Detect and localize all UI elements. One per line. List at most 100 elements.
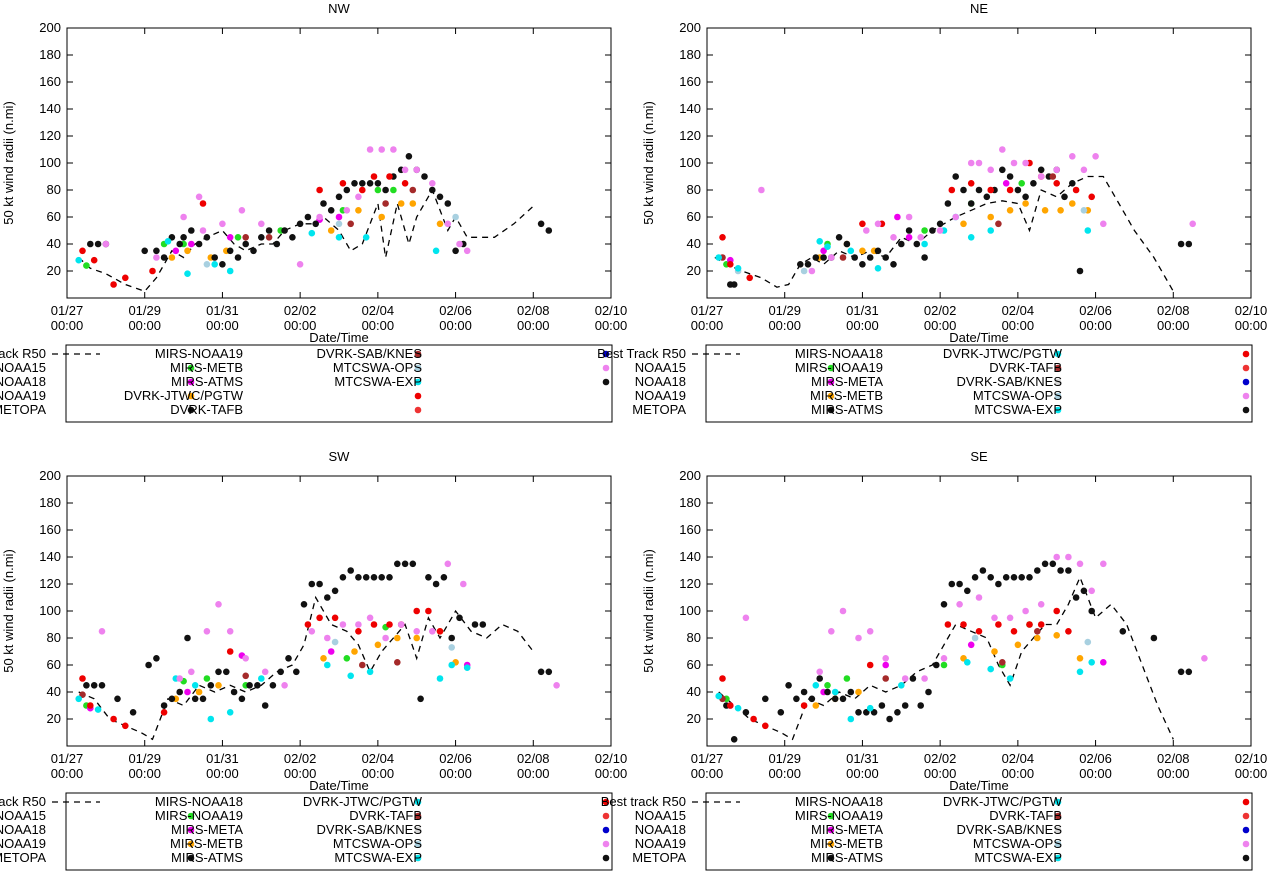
point-noaa19 [436, 220, 444, 228]
x-tick-label-time: 00:00 [924, 318, 957, 333]
point-mirs-noaa19 [359, 661, 366, 669]
point-dvrk-jtwc-pgtw [331, 614, 339, 622]
point-mirs-atms [1006, 675, 1014, 682]
point-metopa [1076, 267, 1084, 275]
legend-marker-mtcswa-exp [1242, 406, 1250, 414]
best-track-line [714, 175, 1174, 292]
point-noaa15 [843, 675, 851, 682]
legend-marker-noaa15 [827, 364, 835, 372]
point-noaa19 [1034, 634, 1041, 642]
y-tick-label: 120 [39, 128, 61, 143]
point-mirs-atms [847, 715, 855, 723]
point-mtcswa-ops [975, 594, 983, 601]
y-axis-label: 50 kt wind radii (n.mi) [1, 549, 16, 673]
point-mtcswa-ops [429, 180, 436, 187]
x-tick-label-date: 01/31 [206, 303, 239, 318]
point-mtcswa-ops [1006, 614, 1014, 622]
point-metopa [366, 180, 374, 187]
point-noaa19 [987, 213, 994, 221]
point-metopa [847, 688, 855, 696]
point-mtcswa-ops [180, 213, 187, 221]
legend-label: DVRK-JTWC/PGTW [124, 388, 244, 403]
x-axis-label: Date/Time [309, 330, 368, 345]
legend-marker-mirs-metb [414, 840, 422, 848]
legend-label: METOPA [632, 402, 686, 417]
x-tick-label-date: 01/31 [846, 751, 879, 766]
legend-marker-mirs-noaa18 [414, 798, 422, 806]
point-mtcswa-ops [1053, 553, 1060, 561]
point-noaa18 [905, 234, 913, 241]
y-tick-label: 120 [679, 128, 701, 143]
y-tick-label: 20 [47, 711, 61, 726]
point-metopa [762, 695, 769, 703]
legend-label: DVRK-TAFB [349, 808, 422, 823]
point-mtcswa-ops [366, 614, 374, 622]
point-metopa [1014, 186, 1022, 194]
x-tick-label-date: 02/04 [362, 751, 395, 766]
point-metopa [1185, 668, 1193, 676]
point-metopa [234, 254, 242, 261]
point-metopa [199, 695, 207, 703]
point-metopa [894, 709, 901, 716]
point-dvrk-jtwc-pgtw [995, 621, 1002, 628]
y-tick-label: 40 [687, 684, 701, 699]
legend-marker-noaa18 [827, 826, 835, 834]
x-tick-label-time: 00:00 [284, 766, 317, 781]
point-mtcswa-ops [874, 220, 882, 228]
legend-marker-dvrk-tafb [602, 812, 610, 820]
point-mtcswa-ops [203, 628, 211, 635]
point-metopa [940, 601, 948, 608]
point-dvrk-jtwc-pgtw [110, 281, 117, 288]
point-noaa19 [859, 247, 866, 255]
chart-title: NE [970, 1, 988, 16]
point-noaa19 [812, 702, 820, 709]
legend-marker-mirs-noaa19 [414, 350, 422, 358]
point-mtcswa-ops [463, 247, 471, 255]
point-noaa15 [343, 655, 351, 662]
legend-box [705, 344, 1253, 423]
point-mirs-atms [1076, 668, 1084, 676]
point-dvrk-jtwc-pgtw [87, 702, 94, 709]
point-noaa19 [991, 648, 998, 655]
y-tick-label: 160 [39, 522, 61, 537]
point-mirs-atms [258, 675, 265, 682]
y-tick-label: 20 [687, 263, 701, 278]
x-tick-label-time: 00:00 [128, 318, 161, 333]
point-mirs-atms [964, 659, 971, 666]
legend-box [65, 344, 613, 423]
y-tick-label: 60 [687, 657, 701, 672]
legend-label: MIRS-NOAA19 [155, 808, 243, 823]
legend-label: Best Track R50 [0, 346, 46, 361]
point-mtcswa-ops [991, 614, 998, 622]
point-dvrk-jtwc-pgtw [948, 186, 956, 194]
x-tick-label-date: 02/10 [595, 303, 628, 318]
x-tick-label-time: 00:00 [284, 318, 317, 333]
point-metopa [304, 213, 312, 221]
legend-marker-noaa15 [827, 812, 835, 820]
point-dvrk-jtwc-pgtw [110, 715, 117, 723]
point-metopa [386, 574, 393, 581]
point-metopa [537, 668, 545, 676]
point-mtcswa-ops [382, 634, 389, 642]
point-mirs-metb [452, 213, 459, 221]
point-mirs-noaa19 [882, 675, 889, 682]
point-noaa19 [378, 213, 386, 221]
legend-marker-dvrk-sab-knes [602, 350, 610, 358]
point-metopa [160, 254, 168, 261]
plot-area [75, 560, 560, 741]
point-metopa [425, 574, 432, 581]
x-tick-label-date: 02/06 [439, 751, 472, 766]
legend-label: Best Track R50 [597, 346, 686, 361]
x-tick-label-date: 01/31 [846, 303, 879, 318]
point-mtcswa-ops [808, 267, 816, 275]
point-metopa [537, 220, 545, 228]
point-mtcswa-ops [316, 213, 323, 221]
point-mtcswa-ops [921, 675, 928, 682]
point-mtcswa-ops [863, 227, 870, 234]
point-dvrk-jtwc-pgtw [160, 709, 168, 716]
point-metopa [905, 227, 913, 234]
x-tick-label-time: 00:00 [1002, 318, 1035, 333]
legend-marker-mtcswa-exp [1242, 854, 1250, 862]
legend-marker-metopa [827, 854, 835, 862]
point-metopa [83, 682, 90, 689]
